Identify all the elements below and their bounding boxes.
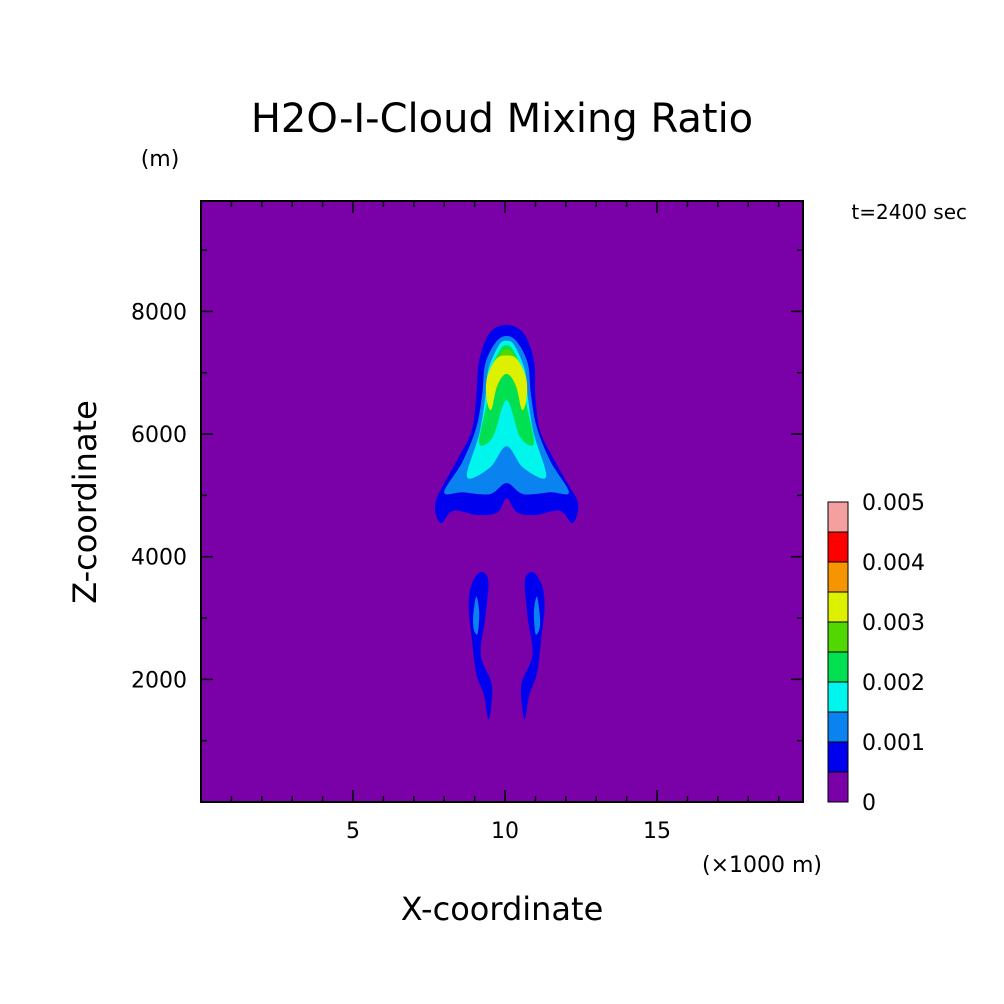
y-tick-label: 4000 — [131, 546, 187, 571]
colorbar — [827, 501, 849, 803]
colorbar-label: 0.002 — [862, 671, 925, 696]
contour-region-4 — [473, 596, 480, 635]
colorbar-label: 0.001 — [862, 731, 925, 756]
colorbar-label: 0 — [862, 791, 876, 816]
colorbar-label: 0.003 — [862, 611, 925, 636]
y-tick-label: 2000 — [131, 668, 187, 693]
colorbar-swatch — [827, 771, 849, 803]
colorbar-swatch — [827, 621, 849, 653]
x-tick-label: 15 — [643, 819, 671, 844]
x-tick-label: 5 — [346, 819, 360, 844]
y-axis-label: Z-coordinate — [66, 400, 104, 604]
y-tick-label: 6000 — [131, 423, 187, 448]
x-tick-label: 10 — [491, 819, 519, 844]
contour-region-6 — [466, 340, 547, 479]
contour-layer — [434, 324, 579, 720]
colorbar-swatch — [827, 651, 849, 683]
colorbar-swatch — [827, 591, 849, 623]
tick-layer — [201, 201, 803, 802]
x-axis-label: X-coordinate — [401, 890, 604, 928]
colorbar-swatch — [827, 681, 849, 713]
contour-region-5 — [533, 596, 541, 635]
plot-frame — [200, 200, 804, 803]
colorbar-label: 0.005 — [862, 491, 925, 516]
colorbar-swatch — [827, 531, 849, 563]
y-tick-labels: 2000 4000 6000 8000 — [131, 300, 187, 693]
y-unit-label: (m) — [141, 147, 180, 172]
colorbar-swatch — [827, 561, 849, 593]
plot-area — [200, 200, 804, 803]
colorbar-swatch — [827, 711, 849, 743]
chart-title: H2O-I-Cloud Mixing Ratio — [251, 96, 753, 142]
colorbar-label: 0.004 — [862, 551, 925, 576]
colorbar-labels: 0 0.001 0.002 0.003 0.004 0.005 — [862, 491, 925, 816]
colorbar-swatch — [827, 501, 849, 533]
x-unit-label: (×1000 m) — [702, 853, 822, 878]
colorbar-swatch — [827, 741, 849, 773]
x-tick-labels: 5 10 15 — [346, 819, 671, 844]
y-tick-label: 8000 — [131, 300, 187, 325]
time-label: t=2400 sec — [851, 200, 967, 224]
contour-region-9 — [485, 355, 528, 411]
